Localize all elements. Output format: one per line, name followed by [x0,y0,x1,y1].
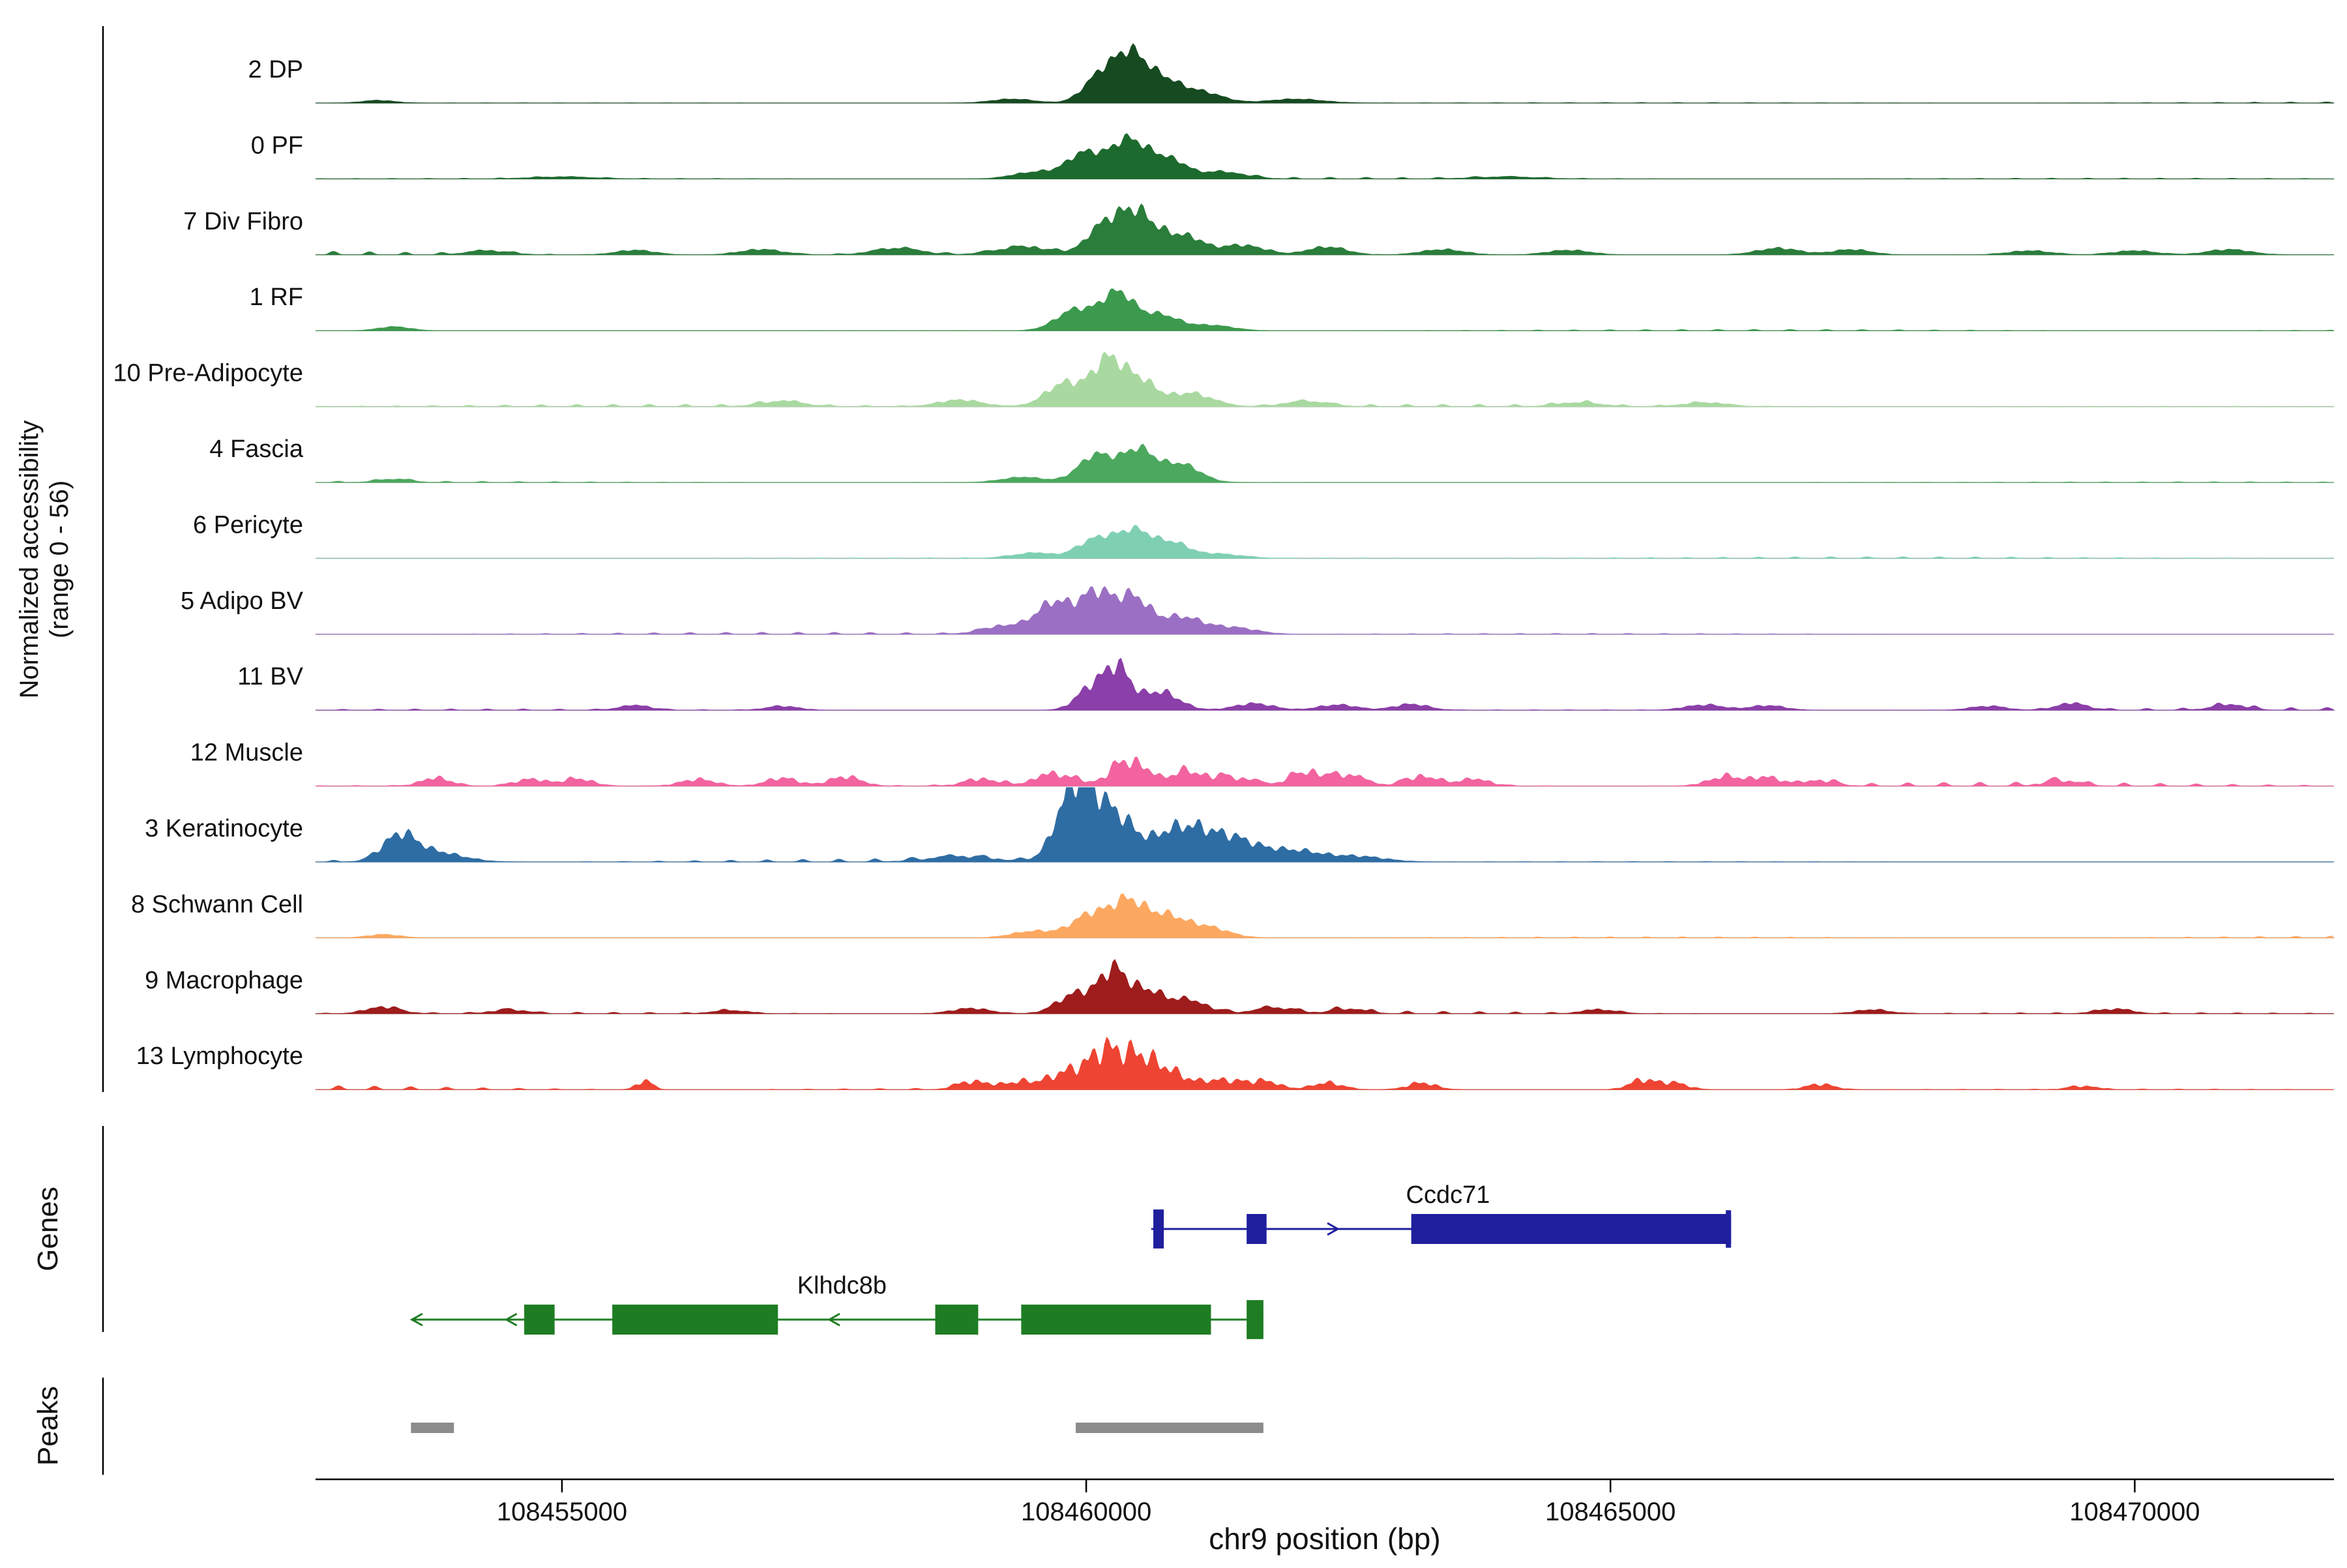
signal-area [316,43,2335,104]
signal-area [316,443,2334,483]
x-tick-label: 108455000 [497,1498,627,1526]
track-label: 0 PF [251,132,303,159]
track-label: 3 Keratinocyte [145,815,303,842]
track-1-rf: 1 RF [250,284,2335,331]
exon-block [524,1305,555,1335]
track-10-pre-adipocyte: 10 Pre-Adipocyte [113,351,2334,407]
track-4-fascia: 4 Fascia [209,436,2334,483]
track-label: 13 Lymphocyte [136,1043,303,1070]
track-8-schwann-cell: 8 Schwann Cell [131,891,2335,939]
y-axis-label-line1: Normalized accessibility [15,421,44,699]
strand-arrow-icon [409,1312,423,1327]
x-axis-title: chr9 position (bp) [1209,1522,1440,1556]
exon-block [1247,1300,1263,1339]
track-3-keratinocyte: 3 Keratinocyte [145,787,2334,863]
exon-block [1726,1210,1732,1248]
gene-label: Ccdc71 [1406,1181,1490,1209]
x-axis-ticks: 108455000 108460000 108465000 108470000 [497,1479,2200,1526]
exon-block [1153,1209,1164,1249]
signal-area [316,524,2334,559]
y-axis-label-line2: (range 0 - 56) [45,481,74,638]
gene-ccdc71: Ccdc71 [1151,1181,1732,1249]
x-tick-label: 108460000 [1021,1498,1151,1526]
track-13-lymphocyte: 13 Lymphocyte [136,1036,2334,1090]
x-tick-label: 108465000 [1545,1498,1675,1526]
track-label: 9 Macrophage [145,967,303,994]
track-9-macrophage: 9 Macrophage [145,958,2334,1014]
track-0-pf: 0 PF [251,132,2334,180]
track-label: 10 Pre-Adipocyte [113,360,304,387]
track-label: 6 Pericyte [193,511,303,539]
signal-area [316,288,2335,331]
signal-area [315,958,2334,1014]
strand-arrow-icon [827,1312,840,1327]
strand-arrow-icon [1327,1222,1340,1236]
gene-klhdc8b: Klhdc8b [409,1272,1263,1339]
exon-block [1021,1305,1211,1335]
exon-block [1247,1214,1267,1244]
track-label: 7 Div Fibro [183,208,303,235]
track-11-bv: 11 BV [237,657,2335,711]
track-label: 8 Schwann Cell [131,891,303,918]
track-label: 2 DP [248,56,303,83]
peak-region-bar [411,1423,454,1433]
genes-section-label: Genes [32,1187,64,1271]
signal-area [315,351,2334,407]
signal-area [315,756,2334,787]
track-label: 1 RF [250,284,303,311]
signal-area [316,585,2334,635]
strand-arrow-icon [504,1312,518,1327]
peak-region-bar [1076,1423,1263,1433]
gene-label: Klhdc8b [797,1272,887,1299]
track-label: 11 BV [237,663,303,690]
signal-area [316,1036,2334,1090]
track-label: 4 Fascia [209,436,303,463]
track-7-div-fibro: 7 Div Fibro [183,203,2334,256]
signal-area [315,133,2334,179]
exon-block [1411,1214,1732,1244]
exon-block [612,1305,778,1335]
signal-area [316,893,2335,938]
x-tick-label: 108470000 [2069,1498,2200,1526]
peaks-track [411,1423,1263,1433]
signal-area [316,787,2334,863]
track-label: 12 Muscle [190,739,303,767]
genes-track: Ccdc71 Klhdc8b [409,1181,1732,1339]
track-label: 5 Adipo BV [181,587,304,615]
track-2-dp: 2 DP [248,43,2335,104]
track-6-pericyte: 6 Pericyte [193,511,2334,559]
accessibility-tracks: 2 DP 0 PF 7 Div Fibro 1 RF 10 Pre-Adipocyte 4… [113,43,2335,1090]
exon-block [935,1305,979,1335]
track-12-muscle: 12 Muscle [190,739,2334,787]
signal-area [316,203,2334,256]
signal-area [316,657,2335,711]
track-5-adipo-bv: 5 Adipo BV [181,585,2334,635]
peaks-section-label: Peaks [32,1386,64,1466]
